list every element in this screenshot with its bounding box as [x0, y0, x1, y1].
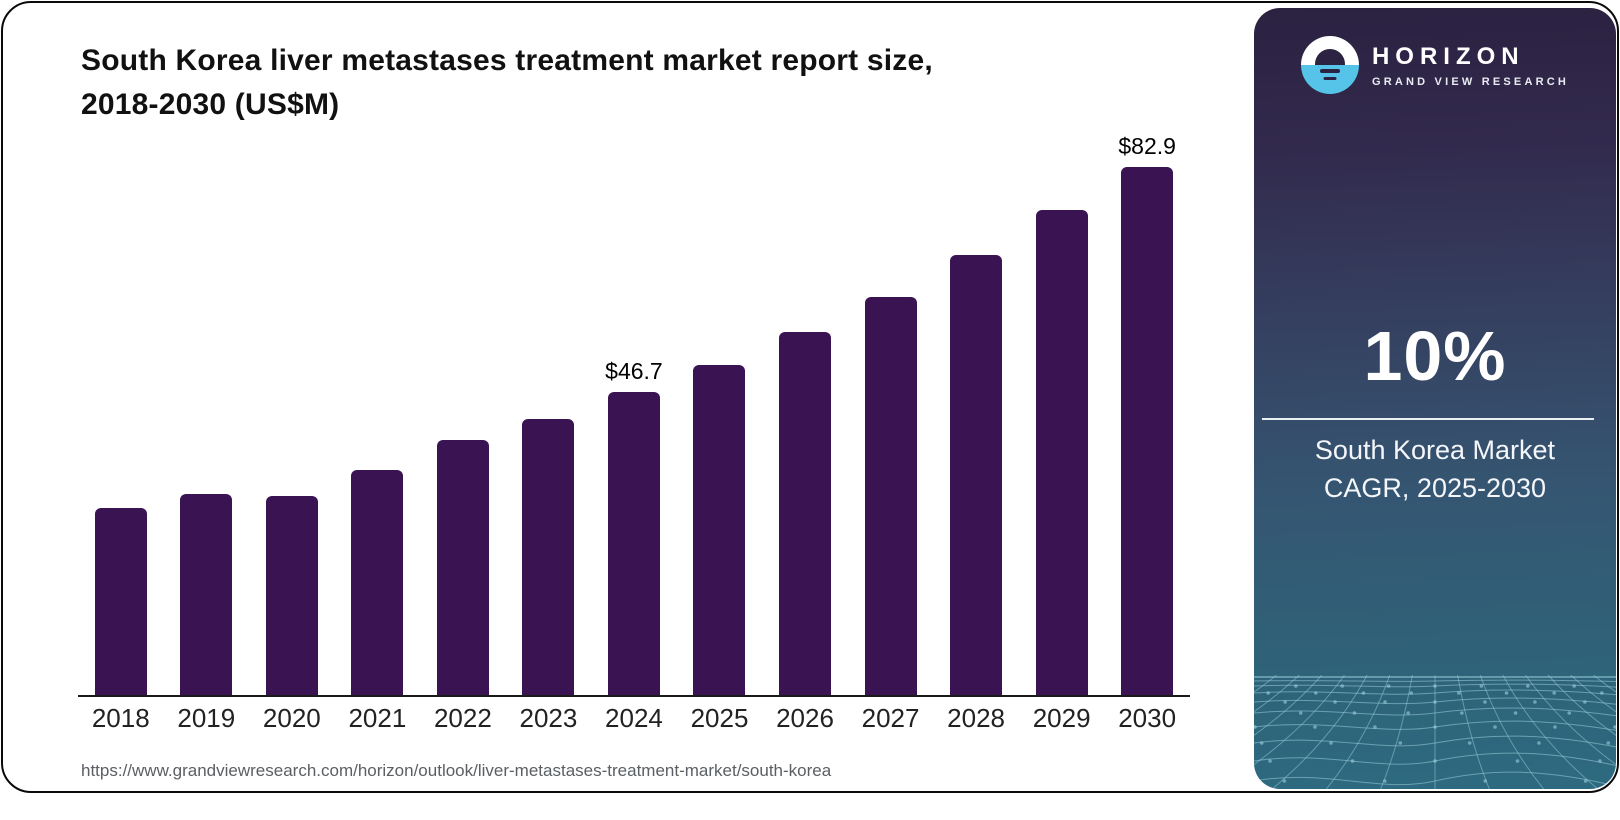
bar-2021 [351, 470, 404, 695]
brand-text: HORIZON GRAND VIEW RESEARCH [1372, 43, 1569, 88]
chart-title: South Korea liver metastases treatment m… [81, 39, 933, 127]
bar-column-2029 [1019, 133, 1105, 695]
bar-column-2024: $46.7 [591, 133, 677, 695]
x-axis-labels: 2018 2019 2020 2021 2022 2023 2024 2025 2026 2027… [78, 703, 1190, 734]
x-tick-2022: 2022 [433, 703, 492, 733]
cagr-value: 10% [1363, 317, 1507, 395]
x-tick-2026: 2026 [776, 703, 834, 733]
brand-subtitle: GRAND VIEW RESEARCH [1371, 75, 1570, 88]
bar-2027 [864, 297, 917, 695]
reflection-line-2 [1323, 77, 1337, 80]
bar-2018 [94, 508, 147, 695]
bar-column-2021 [335, 133, 421, 695]
bar-value-label-2024: $46.7 [605, 358, 663, 384]
bar-2022 [436, 440, 489, 695]
report-card: South Korea liver metastases treatment m… [1, 1, 1619, 793]
x-tick-2024: 2024 [605, 703, 663, 733]
wireframe-mesh [1254, 675, 1616, 789]
chart-title-line1: South Korea liver metastases treatment m… [81, 44, 933, 77]
bar-column-2030: $82.9 [1104, 133, 1190, 695]
x-tick-2018: 2018 [91, 703, 150, 733]
bar-2029 [1035, 210, 1088, 695]
bar-plot-area: $46.7 $82.9 [78, 133, 1190, 695]
bar-column-2023 [506, 133, 592, 695]
x-tick-2023: 2023 [519, 703, 578, 733]
x-tick-2028: 2028 [947, 703, 1005, 733]
x-tick-2025: 2025 [690, 703, 749, 733]
bar-column-2027 [848, 133, 934, 695]
x-tick-2027: 2027 [861, 703, 920, 733]
bar-2030 [1121, 167, 1174, 695]
brand-lockup: HORIZON GRAND VIEW RESEARCH [1254, 36, 1616, 94]
cagr-caption-line1: South Korea Market [1314, 435, 1556, 465]
bar-2019 [180, 494, 233, 695]
bar-2023 [522, 419, 575, 695]
bar-value-label-2030: $82.9 [1118, 133, 1176, 159]
cagr-caption: South Korea Market CAGR, 2025-2030 [1254, 431, 1616, 507]
bar-column-2018 [78, 133, 164, 695]
bar-2026 [779, 332, 832, 695]
reflection-line-1 [1319, 69, 1340, 73]
bar-column-2020 [249, 133, 335, 695]
bar-2020 [265, 496, 318, 695]
x-tick-2020: 2020 [262, 703, 321, 733]
bar-2024 [607, 392, 660, 695]
sidebar-panel: HORIZON GRAND VIEW RESEARCH 10% South Ko… [1254, 8, 1616, 789]
x-tick-2019: 2019 [177, 703, 236, 733]
stat-divider [1262, 418, 1594, 420]
source-url: https://www.grandviewresearch.com/horizo… [81, 761, 832, 780]
x-tick-2021: 2021 [348, 703, 407, 733]
bar-column-2026 [762, 133, 848, 695]
x-axis-line [78, 695, 1190, 697]
cagr-caption-line2: CAGR, 2025-2030 [1323, 473, 1547, 503]
bar-column-2019 [164, 133, 250, 695]
chart-title-line2: 2018-2030 (US$M) [81, 88, 340, 121]
bar-2025 [693, 365, 746, 695]
bar-2028 [950, 255, 1003, 695]
brand-name: HORIZON [1371, 42, 1525, 70]
x-tick-2030: 2030 [1118, 703, 1177, 733]
x-tick-2029: 2029 [1032, 703, 1091, 733]
horizon-sunset-icon [1300, 36, 1359, 94]
sun-shape [1314, 49, 1345, 65]
bar-column-2028 [933, 133, 1019, 695]
bar-column-2025 [677, 133, 763, 695]
bar-column-2022 [420, 133, 506, 695]
